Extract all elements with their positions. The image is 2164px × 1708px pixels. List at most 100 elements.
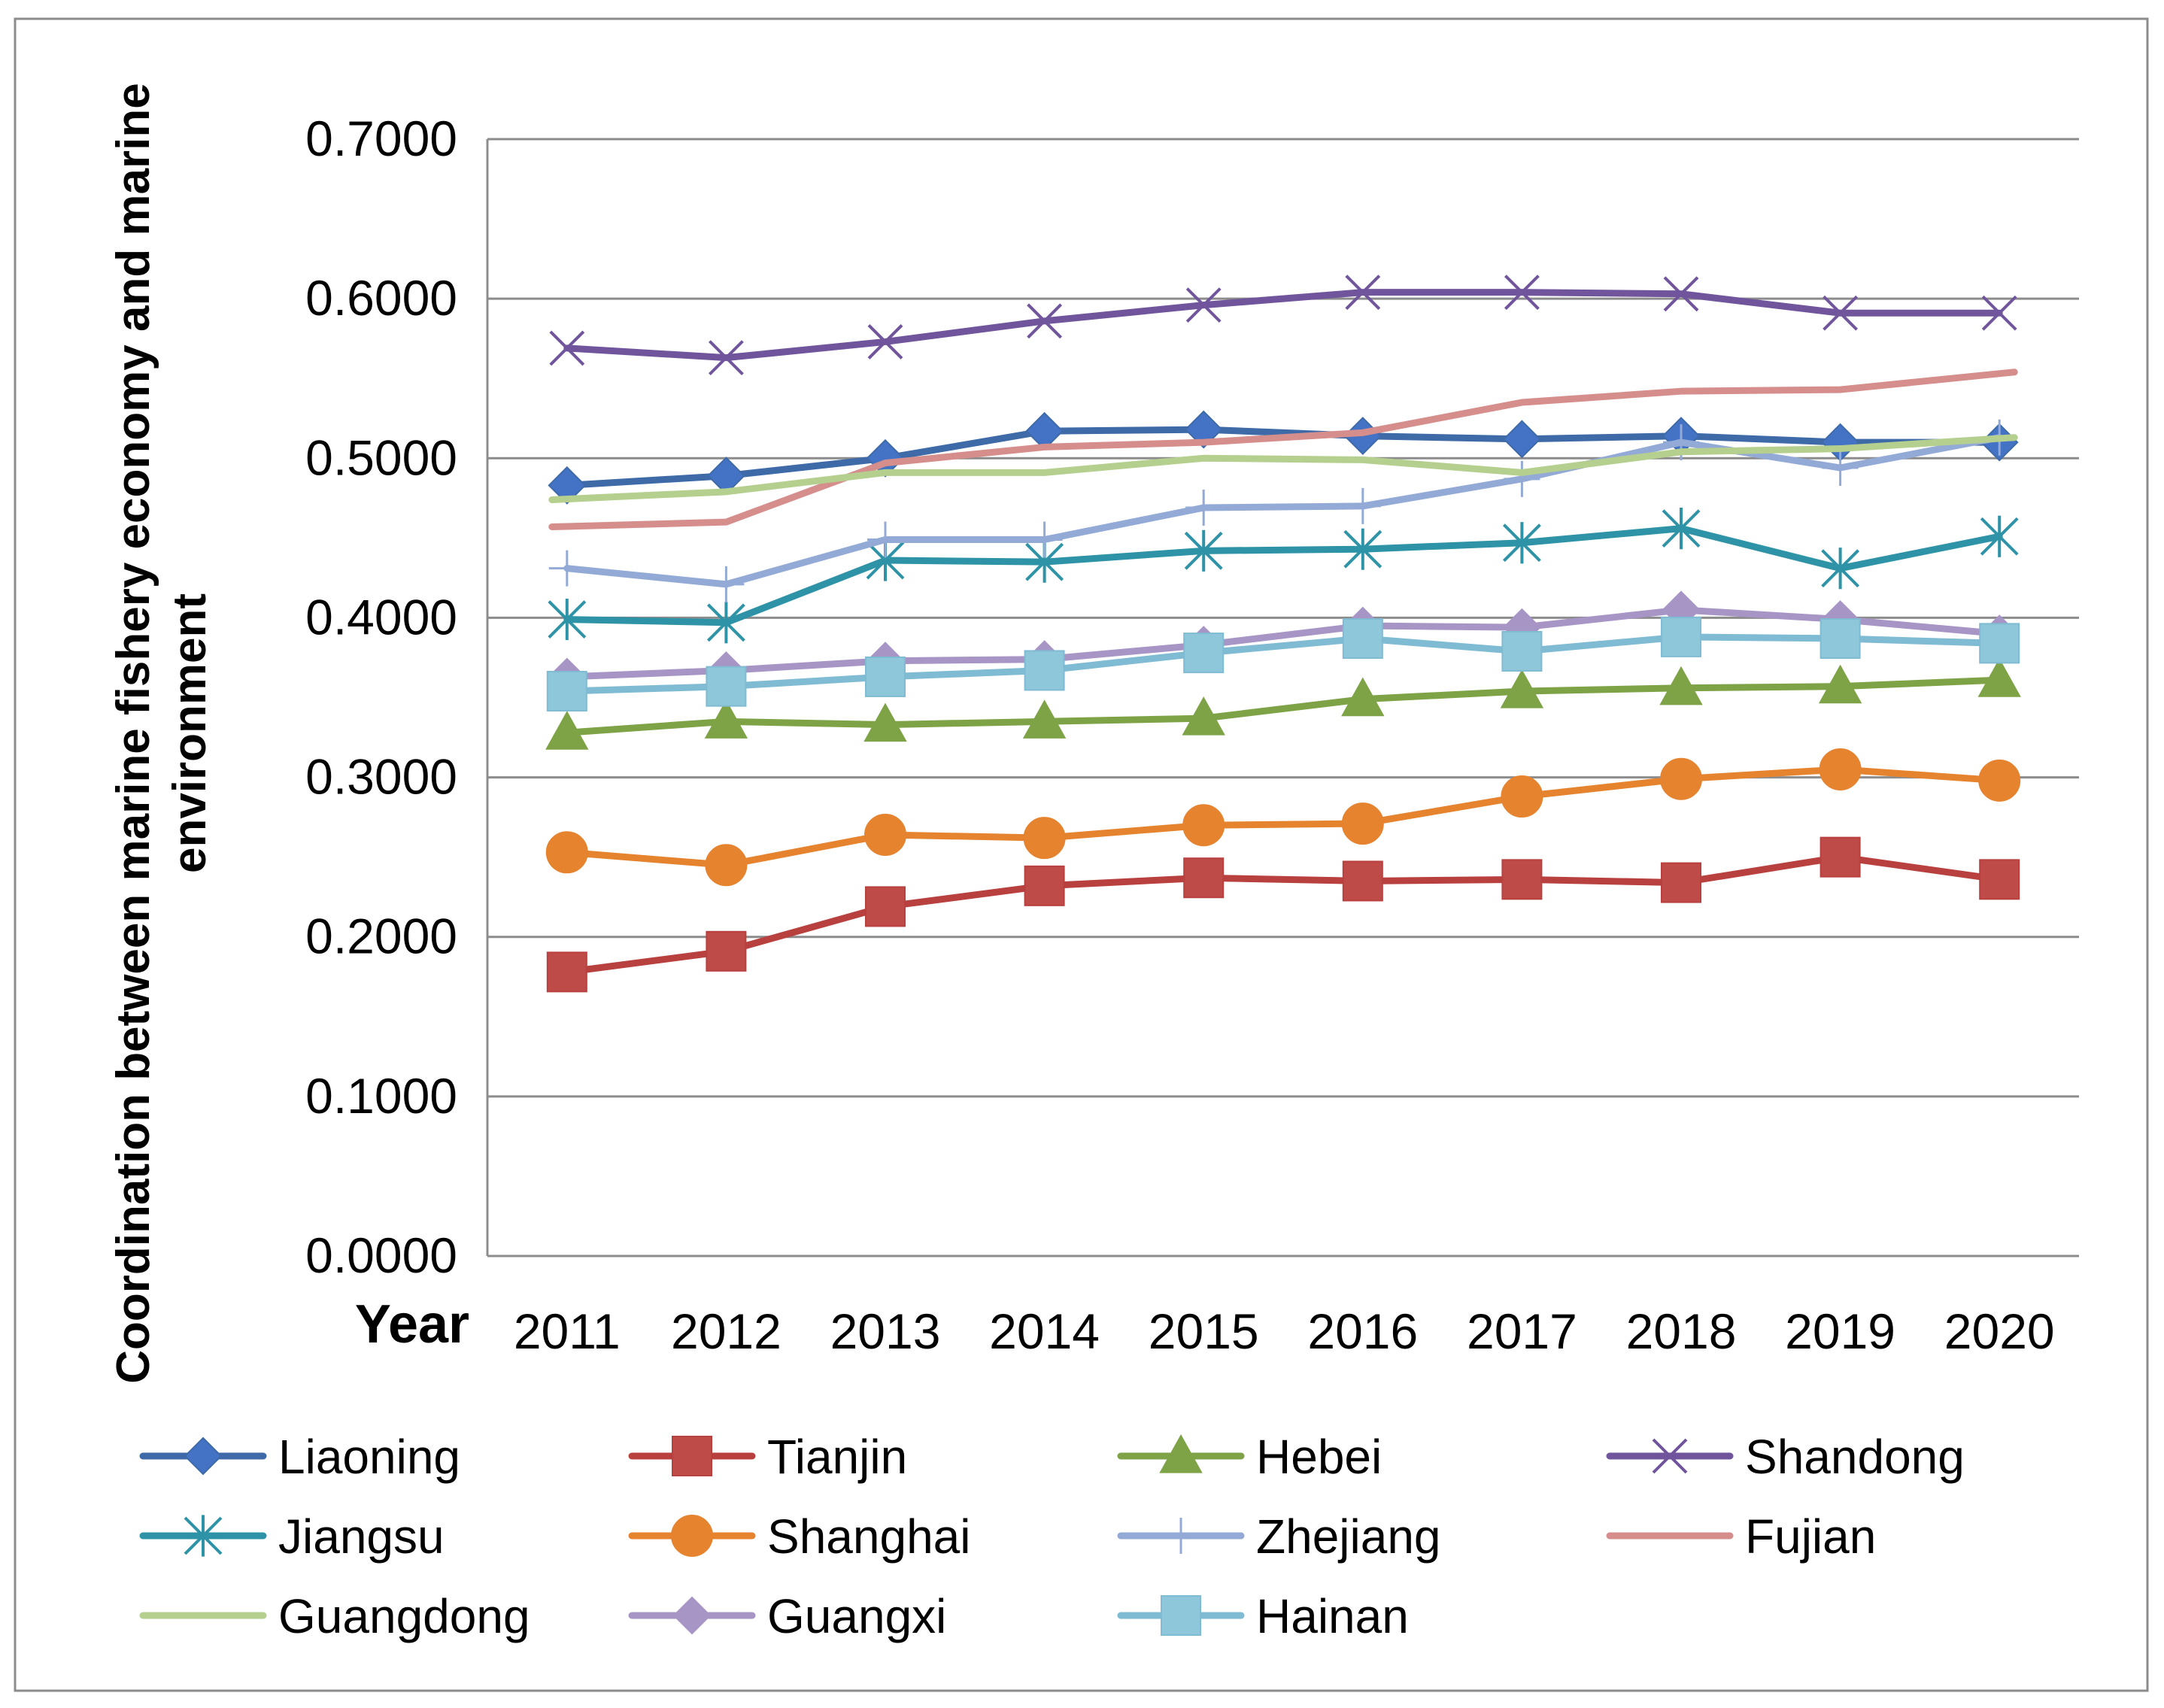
x-tick-label: 2016 (1307, 1303, 1418, 1359)
data-point (1183, 857, 1225, 899)
series-shandong (549, 275, 2017, 376)
data-point (1501, 859, 1543, 900)
series-line (563, 676, 2003, 736)
legend-item-fujian: Fujian (1606, 1509, 1876, 1564)
data-point (705, 844, 748, 887)
y-tick-label: 0.6000 (305, 270, 457, 326)
data-point (1820, 618, 1861, 660)
series-fujian (548, 369, 2018, 531)
series-hainan (546, 616, 2020, 712)
chart-border (14, 17, 2149, 1692)
legend-label: Guangdong (278, 1589, 530, 1643)
data-point (1182, 696, 1225, 736)
data-point (1661, 616, 1701, 657)
data-point (1659, 666, 1703, 705)
data-point (1345, 275, 1381, 311)
x-tick-label: 2013 (830, 1303, 941, 1359)
data-point (1652, 1438, 1688, 1474)
tick-labels: 0.0000 0.1000 0.2000 0.3000 0.4000 0.5000 0.60… (305, 111, 2054, 1359)
data-point (1662, 508, 1701, 550)
y-tick-label: 0.7000 (305, 111, 457, 166)
data-point (1027, 303, 1063, 339)
series-jiangsu (548, 508, 2019, 644)
data-point (1341, 677, 1385, 717)
series-shanghai (545, 748, 2021, 887)
y-axis-title-line-1: Coordination between marine fishery econ… (108, 83, 159, 1384)
data-point (546, 951, 587, 993)
x-tick-label: 2015 (1149, 1303, 1259, 1359)
data-point (545, 831, 588, 874)
y-axis-title-line-2: environment (164, 593, 216, 873)
axes (486, 139, 2079, 1257)
data-point (1159, 1433, 1203, 1473)
data-point (1184, 529, 1223, 572)
y-tick-label: 0.0000 (305, 1227, 457, 1283)
data-point (706, 602, 745, 644)
series-line (563, 434, 2003, 588)
data-point (708, 340, 744, 376)
legend-item-guangxi: Guangxi (628, 1589, 946, 1643)
legend-label: Shanghai (767, 1509, 970, 1564)
legend-item-hainan: Hainan (1117, 1589, 1409, 1643)
data-point (672, 1436, 712, 1476)
legend-label: Fujian (1745, 1509, 1876, 1564)
data-point (1819, 748, 1862, 790)
legend-item-hebei: Hebei (1117, 1430, 1382, 1484)
data-point (548, 550, 585, 587)
legend-label: Liaoning (278, 1430, 460, 1484)
data-point (1979, 623, 2020, 664)
data-point (184, 1436, 223, 1476)
data-point (867, 521, 903, 558)
data-point (1818, 664, 1862, 704)
data-point (1979, 859, 2020, 900)
data-point (1022, 699, 1067, 739)
data-point (549, 330, 585, 366)
data-point (1980, 515, 2019, 557)
series-line (563, 633, 2003, 695)
data-point (1023, 817, 1066, 860)
data-point (704, 699, 748, 739)
x-tick-label: 2020 (1944, 1303, 2055, 1359)
legend-label: Hebei (1256, 1430, 1382, 1484)
legend-label: Guangxi (767, 1589, 946, 1643)
y-axis-title-group: Coordination between marine fishery econ… (108, 83, 216, 1384)
data-point (1185, 287, 1222, 323)
data-point (548, 466, 587, 505)
data-point (1823, 295, 1859, 331)
series-zhejiang (548, 419, 2018, 602)
legend-item-shandong: Shandong (1606, 1430, 1965, 1484)
series-hebei (545, 658, 2021, 750)
x-tick-label: 2012 (671, 1303, 782, 1359)
x-tick-label: 2014 (989, 1303, 1100, 1359)
data-point (1504, 460, 1540, 497)
series-line (563, 606, 2003, 681)
data-point (1344, 487, 1381, 524)
legend-label: Jiangsu (278, 1509, 445, 1564)
legend-label: Tianjin (767, 1430, 907, 1484)
data-point (1161, 1595, 1201, 1636)
series-line (563, 854, 2003, 975)
data-point (1977, 658, 2021, 697)
data-point (1502, 522, 1541, 564)
data-point (1185, 490, 1222, 526)
data-point (546, 671, 587, 712)
x-tick-label: 2017 (1467, 1303, 1577, 1359)
legend-item-shanghai: Shanghai (628, 1509, 970, 1564)
legend-item-liaoning: Liaoning (139, 1430, 460, 1484)
data-point (545, 711, 589, 750)
legend-item-jiangsu: Jiangsu (139, 1509, 445, 1564)
data-point (706, 930, 747, 972)
legend-label: Zhejiang (1256, 1509, 1441, 1564)
y-tick-label: 0.5000 (305, 429, 457, 485)
data-point (1660, 757, 1702, 800)
y-axis-title: Coordination between marine fishery econ… (108, 83, 216, 1384)
data-point (1502, 420, 1541, 459)
data-point (865, 886, 906, 927)
data-point (1821, 548, 1860, 590)
data-point (1341, 802, 1384, 845)
data-point (1981, 295, 2017, 331)
data-point (863, 702, 907, 742)
data-point (548, 598, 587, 641)
